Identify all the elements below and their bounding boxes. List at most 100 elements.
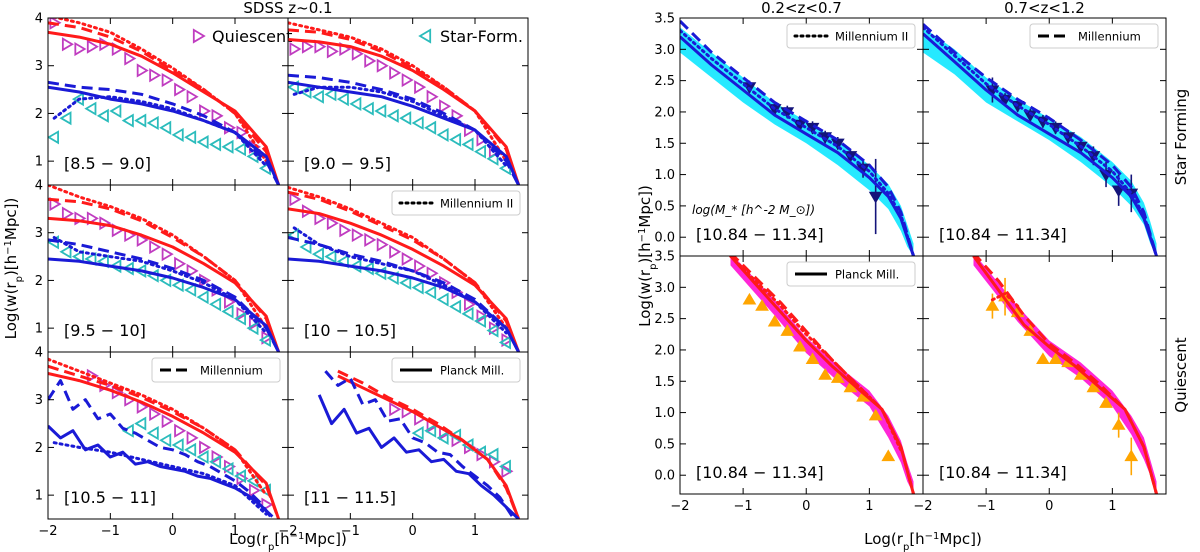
band-band [730, 256, 914, 494]
marker-star-forming [196, 290, 209, 305]
mass-bin-label: [9.5 − 10] [64, 321, 146, 340]
marker-star-forming [146, 115, 159, 131]
marker-observed [868, 408, 883, 421]
marker-quiescent [289, 41, 302, 57]
marker-observed [742, 292, 757, 305]
marker-quiescent [439, 99, 452, 114]
marker-quiescent [501, 464, 514, 479]
y-tick-label: 2.0 [654, 105, 675, 120]
legend-box [391, 190, 521, 216]
plot-area [48, 185, 281, 352]
marker-quiescent [314, 211, 327, 226]
marker-star-forming [424, 120, 437, 135]
marker-observed [767, 314, 782, 327]
band-band [923, 27, 1157, 256]
y-tick-label: 1.0 [654, 168, 675, 183]
marker-star-forming [311, 89, 324, 104]
marker-quiescent [261, 330, 274, 345]
marker-star-forming [449, 132, 462, 147]
y-tick-label: 1.0 [654, 406, 675, 421]
plot-area [317, 369, 521, 519]
marker-star-forming [134, 113, 147, 128]
plot-area [288, 21, 521, 185]
x-tick-label: 1 [231, 524, 239, 539]
mass-bin-label: [10.84 − 11.34] [696, 463, 824, 482]
marker-star-forming [336, 92, 349, 107]
panel-sf-0.7-1.2: [10.84 − 11.34] Millennium 0.7<z<1.2 [922, 0, 1167, 257]
y-tick-label: 3.5 [654, 250, 675, 265]
x-tick-label: −2 [670, 499, 689, 514]
line-blue-millennium-ii [52, 95, 268, 168]
line-red-millennium [48, 21, 281, 185]
legend-millennium-ii: Millennium II [440, 197, 513, 211]
marker-star-forming [209, 137, 222, 152]
marker-quiescent [61, 206, 74, 221]
marker-quiescent [376, 58, 389, 73]
marker-quiescent [149, 406, 162, 422]
mass-bin-label: [9.0 − 9.5] [304, 154, 391, 173]
marker-star-forming [233, 311, 246, 326]
y-tick-label: 0.5 [654, 437, 675, 452]
plot-area [680, 20, 915, 256]
left-title: SDSS z~0.1 [243, 0, 332, 17]
y-tick-label: 2 [35, 107, 43, 122]
y-tick-label: 2.5 [654, 312, 675, 327]
marker-quiescent [426, 266, 439, 281]
line-red-millennium-ii [288, 185, 508, 330]
marker-quiescent [186, 263, 199, 278]
marker-quiescent [224, 459, 237, 474]
marker-quiescent [86, 211, 99, 226]
marker-quiescent [326, 44, 339, 59]
legend-planck-mill-: Planck Mill. [835, 268, 899, 282]
marker-quiescent [326, 216, 339, 231]
marker-quiescent [149, 68, 162, 83]
marker-observed [755, 299, 769, 311]
y-axis-label: Log(w(rp)[h−1Mpc]) [636, 185, 659, 327]
plot-area [48, 18, 281, 185]
marker-star-forming [386, 108, 399, 123]
marker-star-forming [233, 142, 246, 157]
marker-star-forming [486, 323, 499, 338]
marker-star-forming [146, 426, 159, 441]
plot-area [288, 185, 521, 352]
marker-star-forming [59, 244, 72, 259]
y-tick-label: 3.0 [654, 43, 675, 58]
x-tick-label: 0 [169, 524, 177, 539]
marker-observed [805, 352, 820, 365]
marker-star-forming [159, 120, 172, 135]
marker-star-forming [109, 259, 122, 274]
marker-quiescent [61, 37, 74, 52]
plot-area [923, 23, 1158, 256]
x-tick-label: −1 [734, 499, 753, 514]
marker-quiescent [248, 483, 261, 498]
line-blue-millennium-ii [292, 226, 508, 335]
marker-star-forming [134, 416, 147, 431]
y-tick-label: 3 [35, 226, 43, 241]
x-axis-label: Log(rp[h−1Mpc]) [864, 530, 982, 552]
x-tick-label: −1 [977, 499, 996, 514]
marker-quiescent [414, 259, 427, 274]
marker-star-forming [221, 304, 234, 319]
marker-quiescent [124, 51, 137, 66]
line-red-planck [48, 372, 281, 519]
marker-quiescent [211, 108, 224, 123]
marker-quiescent [174, 82, 187, 97]
y-tick-label: 3 [35, 393, 43, 408]
marker-quiescent [426, 89, 439, 104]
marker-star-forming [299, 239, 312, 255]
line-blue-millennium-ii [52, 236, 268, 335]
marker-quiescent [161, 72, 174, 88]
marker-quiescent [289, 192, 302, 207]
marker-star-forming [184, 130, 197, 145]
marker-star-forming [411, 426, 424, 441]
line-red-millennium-ii [288, 21, 508, 163]
marker-star-forming [209, 297, 222, 312]
marker-quiescent [199, 440, 212, 455]
row-label: Quiescent [1172, 337, 1190, 413]
plot-area [729, 256, 915, 494]
marker-quiescent [389, 65, 402, 80]
marker-star-forming [196, 449, 209, 465]
marker-star-forming [399, 111, 412, 126]
marker-observed [1124, 449, 1139, 462]
